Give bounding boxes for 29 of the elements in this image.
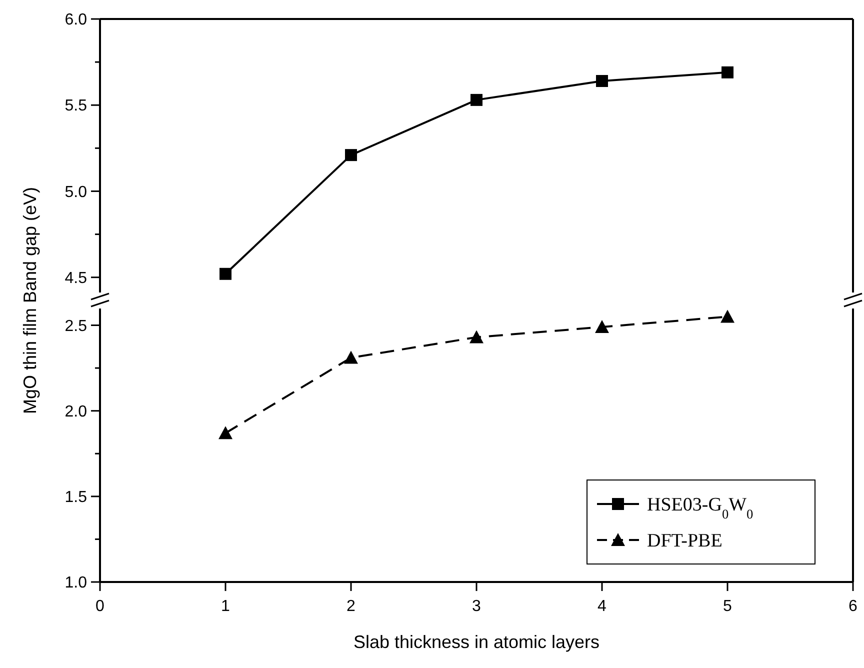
- x-tick-label: 1: [221, 598, 230, 615]
- point: [218, 426, 232, 440]
- x-tick-label: 0: [96, 598, 105, 615]
- y-tick-label: 5.0: [64, 184, 88, 201]
- point: [722, 66, 734, 78]
- x-tick-label: 2: [346, 598, 356, 615]
- text: HSE03-G$_{0}$W$_{0}$: [647, 494, 754, 522]
- point: [344, 350, 358, 364]
- point: [470, 94, 482, 106]
- point: [595, 320, 609, 333]
- x-axis-title: Slab thickness in atomic layers: [353, 632, 600, 652]
- x-tick-label: 3: [472, 598, 482, 615]
- y-tick-label: 4.5: [64, 270, 88, 287]
- x-tick-label: 6: [848, 598, 858, 615]
- point: [470, 330, 484, 344]
- y-tick-label: 1.5: [64, 489, 88, 506]
- x-tick-label: 5: [723, 598, 732, 615]
- x-tick-label: 4: [598, 598, 607, 615]
- y-tick-label: 6.0: [64, 12, 88, 29]
- y-tick-label: 1.0: [64, 574, 88, 592]
- legend-label: DFT-PBE: [647, 530, 722, 552]
- y-tick-label: 2.0: [64, 403, 88, 420]
- y-tick-label: 2.5: [64, 318, 88, 335]
- point: [720, 310, 734, 323]
- y-tick-label: 5.5: [64, 98, 88, 115]
- point: [220, 268, 232, 280]
- point: [596, 75, 608, 87]
- y-axis-title: MgO thin film Band gap (eV): [20, 186, 40, 414]
- point: [345, 149, 357, 162]
